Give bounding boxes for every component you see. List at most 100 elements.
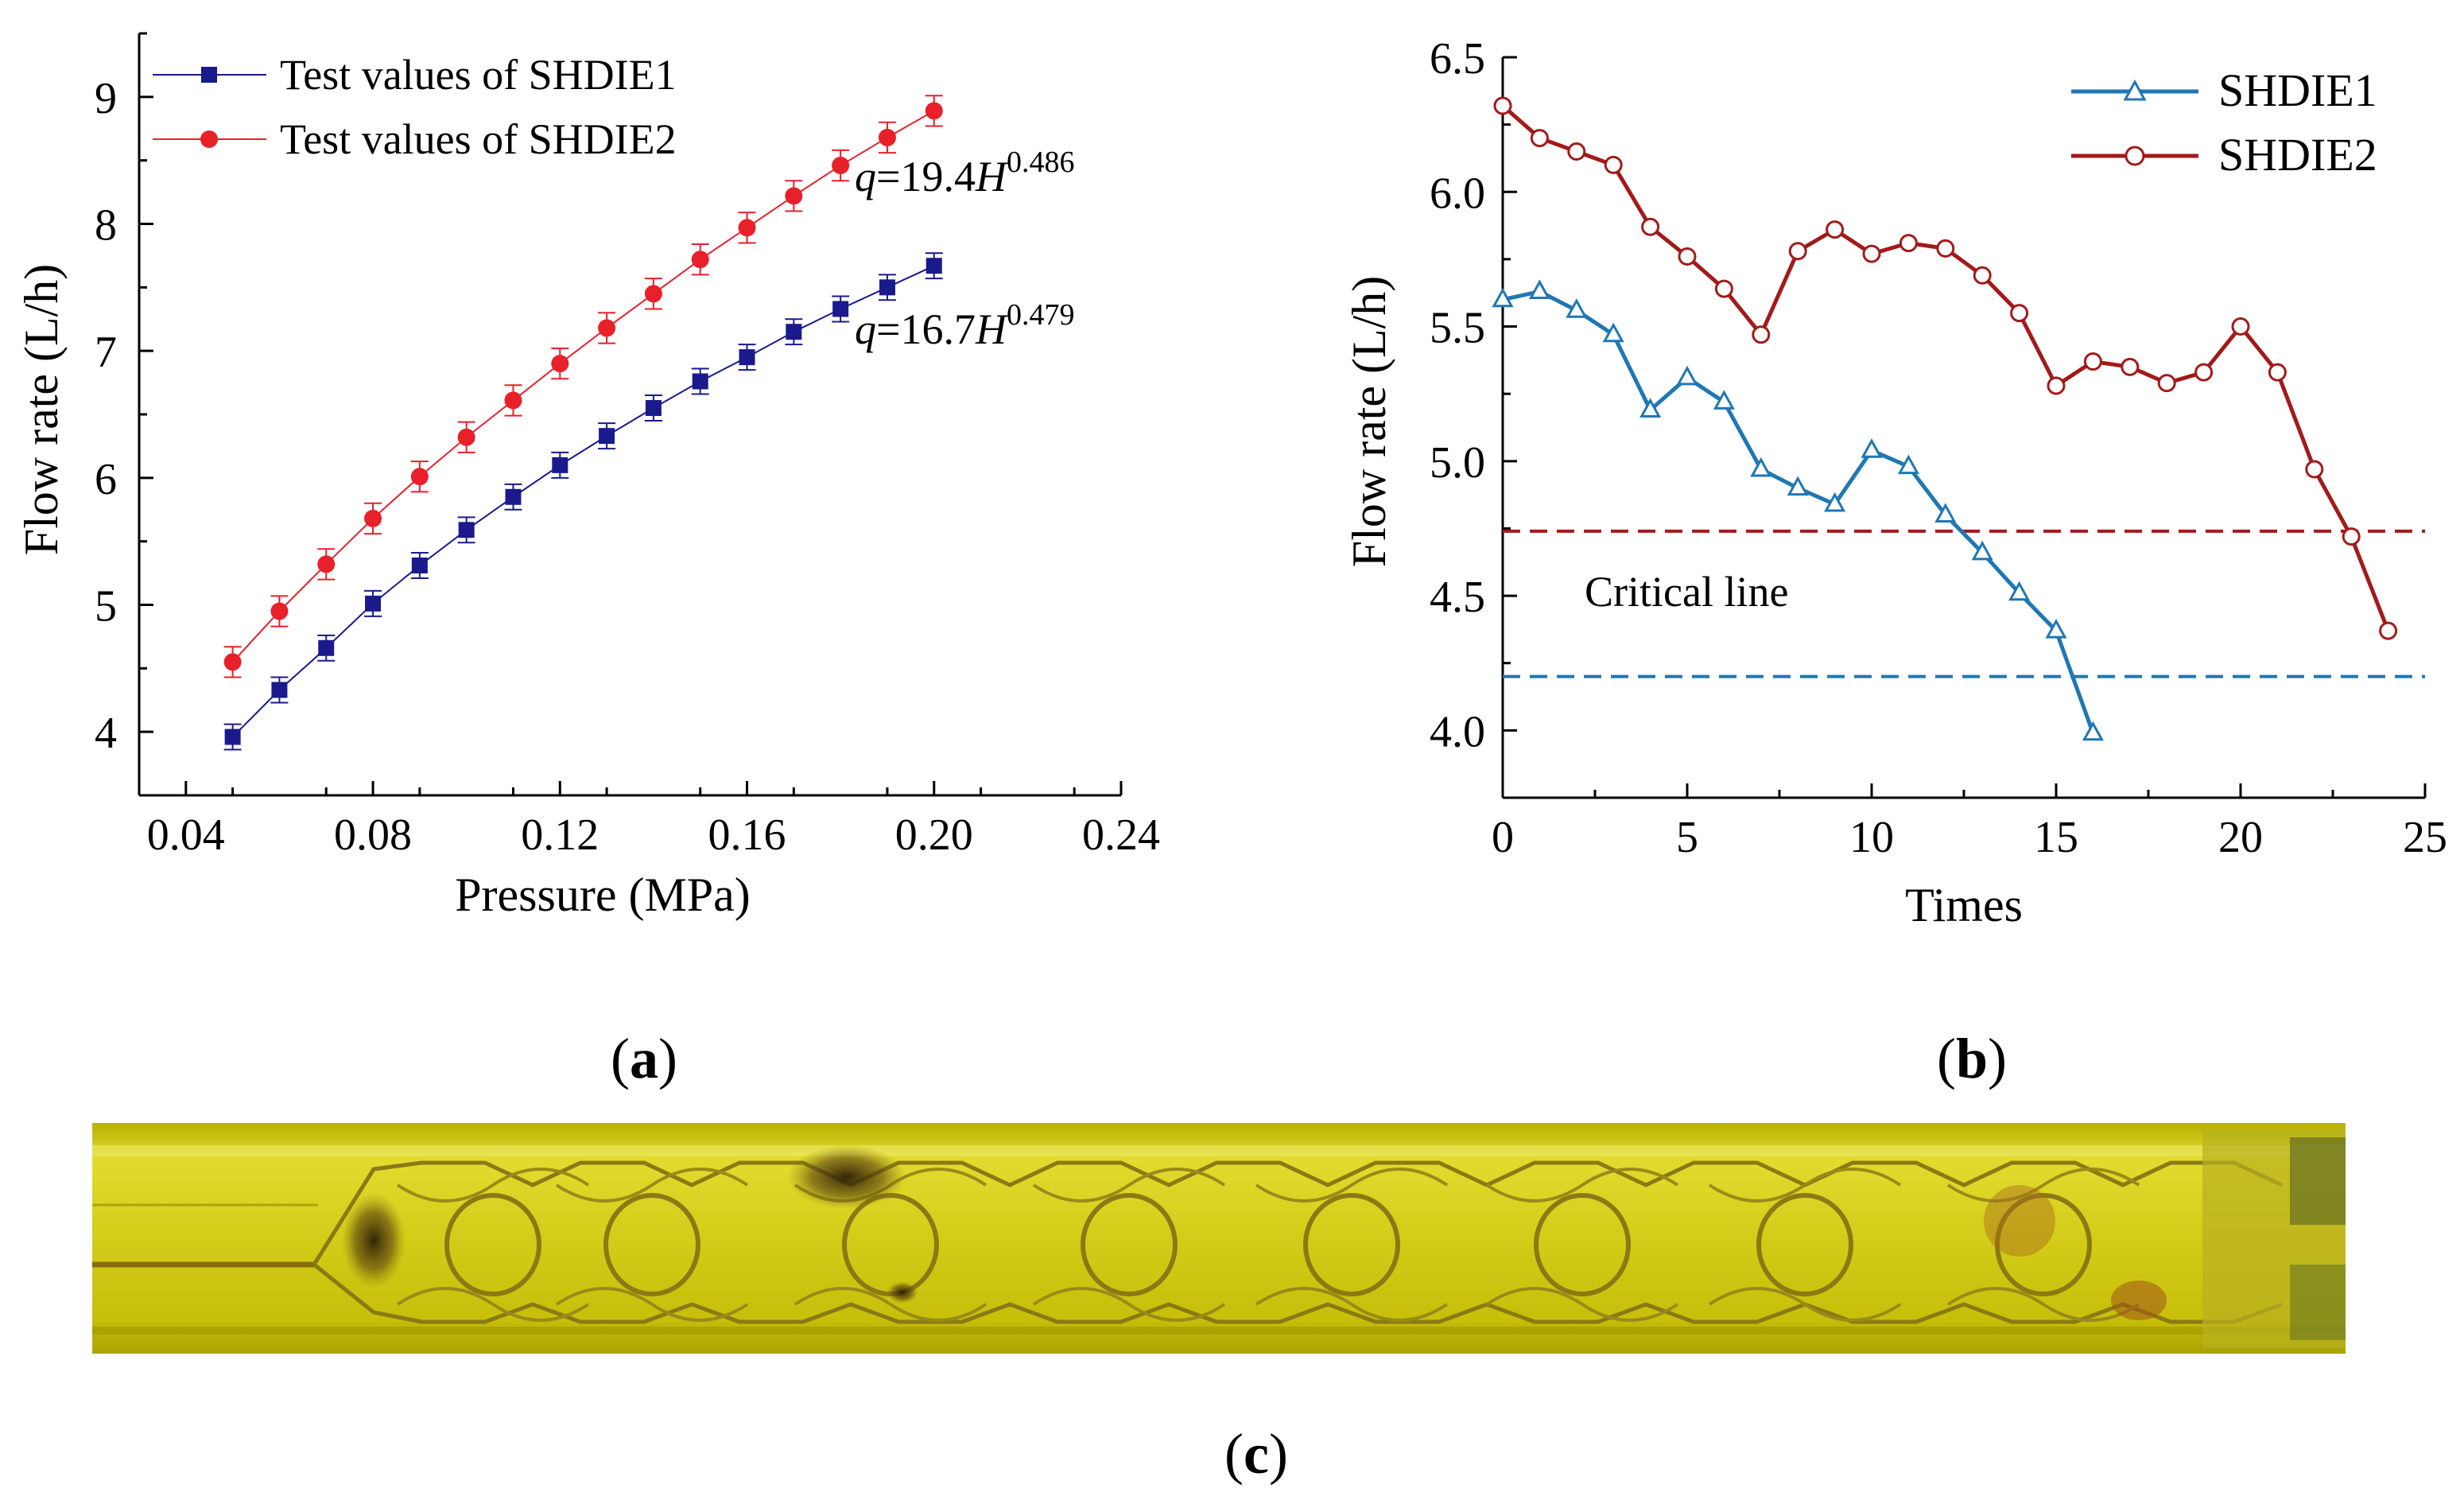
chart-a-legend: Test values of SHDIE1 Test values of SHD… (153, 51, 677, 163)
chart-b-point-series-2 (1862, 244, 1881, 263)
chart-b-point-series-1 (1492, 287, 1514, 308)
chart-a-point-series-2 (551, 355, 569, 373)
legend-item-b-shdie1: SHDIE1 (2071, 64, 2377, 116)
chart-b-point-series-2 (2083, 352, 2102, 371)
chart-a-point-series-1 (411, 558, 428, 574)
chart-b-point-series-2 (2121, 357, 2140, 376)
chart-b-y-tick-label: 6.0 (1430, 169, 1485, 218)
photo-wave (1485, 1168, 1679, 1203)
chart-a-point-series-2 (832, 157, 850, 175)
equation-shdie2: q=19.4H0.486 (855, 146, 1074, 200)
chart-b-point-series-2 (1752, 325, 1771, 344)
chart-b-series (1492, 96, 2398, 741)
photo-ring (1303, 1193, 1400, 1296)
legend-label-b-shdie1: SHDIE1 (2218, 64, 2377, 116)
chart-b-point-series-1 (1861, 438, 1883, 458)
chart-a-x-tick-label: 0.04 (147, 810, 225, 860)
legend-item-b-shdie2: SHDIE2 (2071, 129, 2377, 181)
chart-a-x-title: Pressure (MPa) (455, 869, 751, 921)
legend-label-shdie1: Test values of SHDIE1 (280, 51, 677, 99)
legend-label-b-shdie2: SHDIE2 (2218, 129, 2377, 181)
chart-b-y-title: Flow rate (L/h) (1343, 276, 1395, 568)
photo-wave (1946, 1287, 2140, 1322)
chart-a-point-series-1 (645, 400, 662, 417)
chart-a-y-tick-label: 5 (95, 582, 117, 631)
photo-clog-stain-3 (887, 1281, 918, 1304)
chart-b-point-series-1 (1713, 390, 1735, 410)
chart-a-x-tick-label: 0.12 (521, 810, 599, 860)
chart-a-y-tick-label: 6 (95, 455, 117, 504)
chart-b-point-series-2 (1899, 234, 1918, 253)
chart-a-point-series-1 (365, 595, 382, 612)
chart-a-point-series-1 (739, 349, 755, 366)
chart-b-point-series-2 (1567, 142, 1586, 161)
photo-wave (794, 1287, 988, 1322)
chart-b-point-series-2 (2157, 374, 2176, 393)
eq2-exp: 0.486 (1007, 146, 1075, 179)
equation-shdie1: q=16.7H0.479 (855, 298, 1074, 353)
legend-marker-shdie2 (200, 130, 218, 148)
chart-b-point-series-2 (2305, 460, 2324, 479)
photo-clog-stain-1 (342, 1193, 405, 1288)
chart-b-x-tick-label: 0 (1492, 813, 1514, 862)
chart-a-point-series-1 (599, 428, 615, 445)
chart-a-x-tick-label: 0.20 (895, 810, 973, 860)
chart-a-point-series-2 (738, 219, 756, 237)
chart-a-point-series-2 (410, 468, 429, 486)
chart-b-point-series-1 (1676, 365, 1698, 386)
photo-wave (396, 1287, 590, 1322)
photo-clog-stain-4 (1984, 1185, 2055, 1257)
chart-a-point-series-1 (318, 639, 335, 656)
photo-wave (555, 1168, 749, 1203)
photo-ring (1756, 1193, 1853, 1296)
legend-item-shdie2: Test values of SHDIE2 (153, 115, 677, 163)
chart-a-series (223, 95, 943, 751)
legend-marker-shdie1 (201, 67, 217, 83)
photo-wave (1708, 1168, 1902, 1203)
chart-a-point-series-2 (457, 428, 475, 446)
photo-wave (555, 1287, 749, 1322)
chart-a-point-series-2 (878, 128, 896, 146)
photo-wave (1032, 1287, 1226, 1322)
chart-b-y-tick-label: 4.5 (1430, 573, 1485, 622)
photo-wave (1946, 1168, 2140, 1203)
chart-b-x-tick-label: 25 (2403, 813, 2447, 862)
chart-a: 0.04 0.08 0.12 0.16 0.20 0.24 4 5 6 7 8 9 Test valu… (15, 32, 1160, 921)
chart-b-x-title: Times (1905, 879, 2023, 931)
eq2-h: H (975, 153, 1009, 200)
chart-b-point-series-2 (2231, 317, 2250, 336)
chart-b-point-series-2 (2379, 621, 2398, 640)
chart-b-y-tick-label: 5.0 (1430, 438, 1485, 488)
chart-a-y-tick-label: 4 (95, 709, 117, 758)
photo-clog-stain-5 (2111, 1280, 2167, 1320)
photo-shadow-bottom (92, 1327, 2346, 1335)
chart-a-point-series-1 (458, 522, 475, 538)
panel-label-a-letter: a (630, 1027, 658, 1090)
chart-a-point-series-1 (224, 729, 241, 745)
chart-b-point-series-1 (2045, 618, 2067, 639)
panel-label-c-letter: c (1244, 1422, 1269, 1486)
chart-a-point-series-2 (598, 319, 616, 337)
chart-b-point-series-2 (1641, 217, 1660, 236)
chart-b-point-series-2 (2010, 304, 2029, 323)
chart-a-point-series-2 (223, 653, 242, 671)
chart-b-point-series-1 (1602, 322, 1624, 343)
chart-b-point-series-2 (2047, 376, 2066, 395)
eq2-q: q (855, 153, 876, 200)
photo-outlet-dark-top (2290, 1137, 2346, 1225)
photo-wave (1708, 1287, 1902, 1322)
photo-ring (1995, 1193, 2092, 1296)
chart-b-point-series-1 (1824, 492, 1846, 512)
chart-b-point-series-1 (1750, 457, 1772, 477)
chart-a-point-series-2 (785, 187, 803, 205)
photo-ring (603, 1193, 700, 1296)
chart-b-point-series-2 (1714, 279, 1733, 298)
chart-a-point-series-1 (786, 324, 802, 340)
photo-wave (396, 1168, 590, 1203)
photo-wave (1485, 1287, 1679, 1322)
photo-ring (444, 1193, 541, 1296)
chart-b-point-series-1 (1639, 398, 1662, 418)
chart-b-x-tick-label: 15 (2034, 813, 2078, 862)
chart-a-point-series-2 (270, 602, 289, 620)
legend-marker-b-shdie1 (2123, 79, 2147, 101)
